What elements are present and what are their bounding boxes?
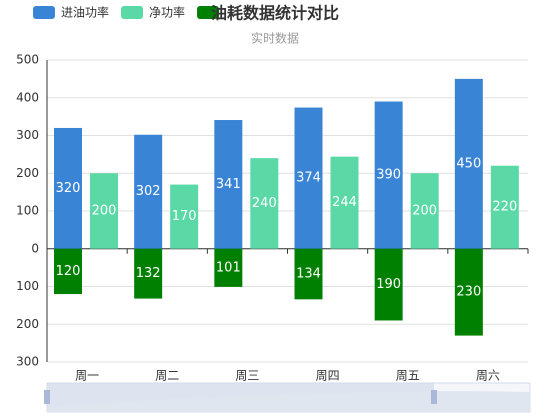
value-label: 200 [92,204,117,219]
value-label: 240 [252,196,277,211]
bar [250,158,279,249]
bar [490,165,519,249]
bar [134,134,163,249]
value-label: 390 [376,168,401,183]
legend-label: 净功率 [149,5,185,20]
value-label: 320 [56,181,81,196]
data-zoom[interactable] [44,382,531,413]
value-label: 132 [136,266,161,281]
y-tick-label: 0 [31,241,39,255]
legend-label: 进油功率 [61,5,109,20]
y-tick-label: 200 [16,317,39,331]
bar [54,248,82,295]
bar [170,184,199,249]
value-label: 190 [376,277,401,292]
x-tick-label: 周五 [396,369,420,383]
value-label: 244 [332,195,357,210]
zoom-handle[interactable] [44,390,50,404]
value-label: 374 [296,171,321,186]
value-label: 341 [216,177,241,192]
bar [294,248,323,300]
value-label: 200 [412,204,437,219]
y-tick-label: 200 [16,166,39,180]
zoom-preview [47,391,530,412]
bar [214,120,243,249]
bar [54,127,82,249]
y-tick-label: 300 [16,355,39,369]
y-tick-label: 500 [16,53,39,67]
value-label: 302 [136,184,161,199]
bar [454,78,483,249]
bar [374,248,403,321]
bar [330,156,359,249]
legend-swatch [121,6,144,19]
value-label: 170 [172,209,197,224]
bar [454,248,483,336]
bar [90,173,118,249]
chart-subtitle: 实时数据 [251,31,299,46]
value-label: 120 [56,264,81,279]
bar [374,101,403,249]
y-tick-label: 100 [16,279,39,293]
bar [294,107,323,249]
value-label: 230 [456,285,481,300]
zoom-handle[interactable] [431,390,437,404]
bar [134,248,163,299]
x-tick-label: 周二 [155,369,179,383]
value-label: 450 [456,156,481,171]
value-label: 101 [216,260,241,275]
x-tick-label: 周一 [75,369,99,383]
value-label: 220 [492,200,517,215]
x-tick-label: 周三 [235,369,259,383]
y-tick-label: 100 [16,204,39,218]
legend-swatch [197,6,220,19]
value-label: 134 [296,267,321,282]
x-tick-label: 周四 [316,369,340,383]
bar [410,173,439,249]
bar [214,248,243,287]
y-tick-label: 400 [16,90,39,104]
x-tick-label: 周六 [476,369,500,383]
y-tick-label: 300 [16,128,39,142]
legend-swatch [33,6,55,19]
chart-title: 油耗数据统计对比 [211,4,339,23]
